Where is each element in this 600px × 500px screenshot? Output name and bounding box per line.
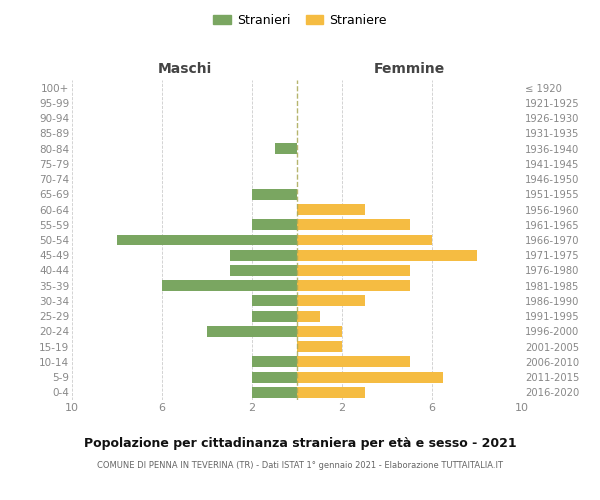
Legend: Stranieri, Straniere: Stranieri, Straniere	[208, 8, 392, 32]
Bar	[297, 326, 342, 337]
Bar	[252, 189, 297, 200]
Bar	[229, 265, 297, 276]
Bar	[162, 280, 297, 291]
Bar	[297, 296, 365, 306]
Text: COMUNE DI PENNA IN TEVERINA (TR) - Dati ISTAT 1° gennaio 2021 - Elaborazione TUT: COMUNE DI PENNA IN TEVERINA (TR) - Dati …	[97, 461, 503, 470]
Bar	[297, 220, 409, 230]
Bar	[252, 220, 297, 230]
Y-axis label: Fasce di età: Fasce di età	[0, 207, 2, 273]
Bar	[207, 326, 297, 337]
Bar	[297, 250, 477, 260]
Bar	[252, 310, 297, 322]
Bar	[252, 296, 297, 306]
Bar	[297, 234, 432, 246]
Bar	[297, 265, 409, 276]
Bar	[297, 280, 409, 291]
Bar	[297, 341, 342, 352]
Bar	[229, 250, 297, 260]
Bar	[275, 143, 297, 154]
Text: Popolazione per cittadinanza straniera per età e sesso - 2021: Popolazione per cittadinanza straniera p…	[83, 438, 517, 450]
Bar	[297, 356, 409, 368]
Title: Femmine: Femmine	[374, 62, 445, 76]
Bar	[252, 372, 297, 382]
Bar	[297, 310, 320, 322]
Bar	[297, 204, 365, 215]
Bar	[297, 387, 365, 398]
Bar	[252, 356, 297, 368]
Bar	[297, 372, 443, 382]
Title: Maschi: Maschi	[157, 62, 212, 76]
Bar	[252, 387, 297, 398]
Bar	[117, 234, 297, 246]
